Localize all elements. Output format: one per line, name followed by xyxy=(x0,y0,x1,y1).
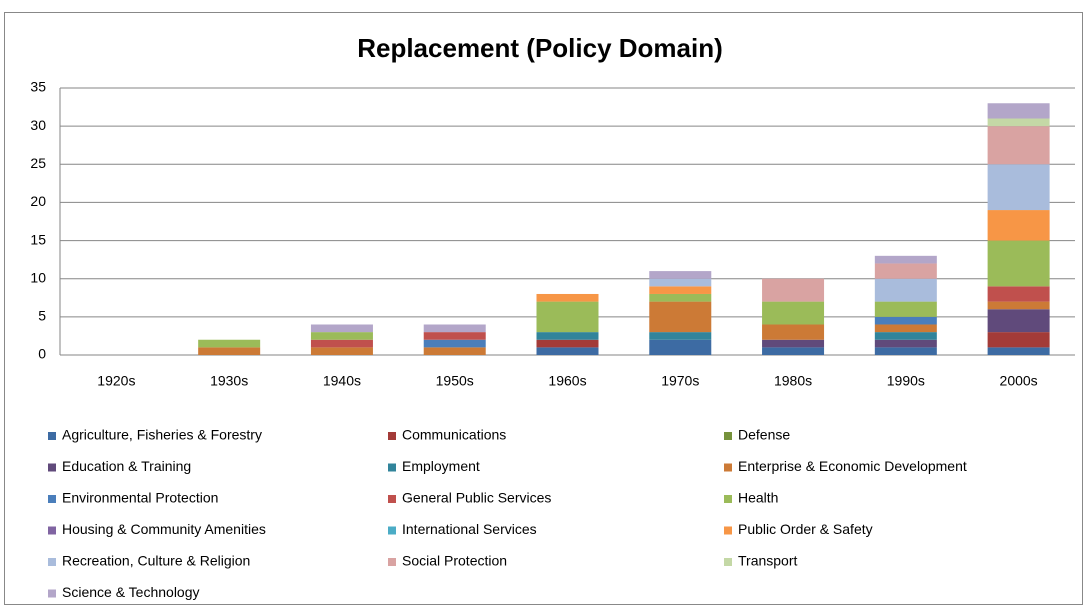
bar-segment xyxy=(987,210,1050,241)
legend-label: Employment xyxy=(402,458,480,474)
bar-segment xyxy=(536,347,599,355)
bar-segment xyxy=(310,339,373,348)
x-tick-label: 1940s xyxy=(323,373,361,389)
legend-swatch xyxy=(724,495,732,503)
bar-segment xyxy=(649,278,712,287)
y-tick-label: 10 xyxy=(30,269,46,285)
y-tick-label: 15 xyxy=(30,231,46,247)
bar-segment xyxy=(310,324,373,333)
bar-segment xyxy=(874,263,937,279)
bar-segment xyxy=(649,286,712,294)
bar-segment xyxy=(423,347,486,355)
bar-segment xyxy=(874,324,937,333)
bar-segment xyxy=(987,286,1050,302)
bar-segment xyxy=(987,118,1050,127)
bar-segment xyxy=(874,278,937,302)
legend-swatch xyxy=(724,526,732,535)
legend-swatch xyxy=(388,463,396,472)
legend-label: Defense xyxy=(738,427,790,443)
bar-segment xyxy=(874,332,937,340)
legend-label: Communications xyxy=(402,427,506,443)
legend-label: Education & Training xyxy=(62,458,191,474)
y-tick-label: 35 xyxy=(30,79,46,95)
x-tick-label: 1920s xyxy=(97,373,135,389)
legend-label: International Services xyxy=(402,521,537,537)
bar-segment xyxy=(762,347,825,355)
bar-segment xyxy=(198,339,261,348)
legend-label: General Public Services xyxy=(402,490,551,506)
bar-segment xyxy=(310,332,373,340)
y-tick-label: 0 xyxy=(38,346,46,362)
legend-label: Enterprise & Economic Development xyxy=(738,458,967,474)
legend-swatch xyxy=(388,526,396,535)
chart-title: Replacement (Policy Domain) xyxy=(357,33,723,63)
legend-swatch xyxy=(388,495,396,503)
bar-segment xyxy=(536,339,599,348)
legend-swatch xyxy=(724,558,732,566)
legend-label: Health xyxy=(738,490,778,506)
legend-swatch xyxy=(724,432,732,440)
bar-segment xyxy=(649,293,712,302)
legend-swatch xyxy=(48,495,56,503)
bar-segment xyxy=(649,339,712,355)
bar-segment xyxy=(762,324,825,340)
bar-segment xyxy=(762,301,825,325)
bar-segment xyxy=(874,347,937,355)
legend-swatch xyxy=(724,463,732,472)
legend-swatch xyxy=(48,463,56,472)
legend-label: Public Order & Safety xyxy=(738,521,873,537)
x-tick-label: 1980s xyxy=(774,373,812,389)
bar-segment xyxy=(874,316,937,325)
legend-label: Transport xyxy=(738,553,798,569)
bar-segment xyxy=(649,301,712,333)
legend-label: Agriculture, Fisheries & Forestry xyxy=(62,427,262,443)
legend-swatch xyxy=(388,432,396,440)
legend-swatch xyxy=(388,558,396,566)
bar-segment xyxy=(762,339,825,348)
legend-swatch xyxy=(48,432,56,440)
bar-segment xyxy=(536,293,599,302)
bar-segment xyxy=(536,332,599,340)
y-tick-label: 20 xyxy=(30,193,46,209)
bar-segment xyxy=(423,339,486,348)
y-tick-label: 30 xyxy=(30,117,46,133)
bar-segment xyxy=(874,301,937,317)
y-tick-label: 25 xyxy=(30,155,46,171)
x-tick-label: 2000s xyxy=(1000,373,1038,389)
legend-label: Science & Technology xyxy=(62,584,200,600)
legend-swatch xyxy=(48,526,56,535)
bar-segment xyxy=(987,164,1050,211)
bar-segment xyxy=(423,324,486,333)
bar-segment xyxy=(874,255,937,264)
x-tick-label: 1950s xyxy=(436,373,474,389)
legend-label: Housing & Community Amenities xyxy=(62,521,266,537)
bar-segment xyxy=(536,301,599,333)
bar-segment xyxy=(987,126,1050,165)
bar-segment xyxy=(987,347,1050,355)
y-tick-label: 5 xyxy=(38,308,46,324)
bar-segment xyxy=(198,347,261,355)
bar-segment xyxy=(762,278,825,302)
x-tick-label: 1930s xyxy=(210,373,248,389)
x-tick-label: 1960s xyxy=(548,373,586,389)
legend-label: Social Protection xyxy=(402,553,507,569)
x-tick-label: 1990s xyxy=(887,373,925,389)
legend-label: Environmental Protection xyxy=(62,490,218,506)
x-tick-label: 1970s xyxy=(661,373,699,389)
bar-segment xyxy=(987,309,1050,333)
bar-segment xyxy=(423,332,486,340)
bar-segment xyxy=(649,271,712,279)
bar-segment xyxy=(987,301,1050,310)
legend-label: Recreation, Culture & Religion xyxy=(62,553,250,569)
bar-segment xyxy=(649,332,712,340)
legend-swatch xyxy=(48,558,56,566)
bar-segment xyxy=(310,347,373,355)
bar-segment xyxy=(987,240,1050,287)
bar-segment xyxy=(987,103,1050,119)
bar-segment xyxy=(987,332,1050,348)
bar-segment xyxy=(874,339,937,348)
legend-swatch xyxy=(48,589,56,598)
